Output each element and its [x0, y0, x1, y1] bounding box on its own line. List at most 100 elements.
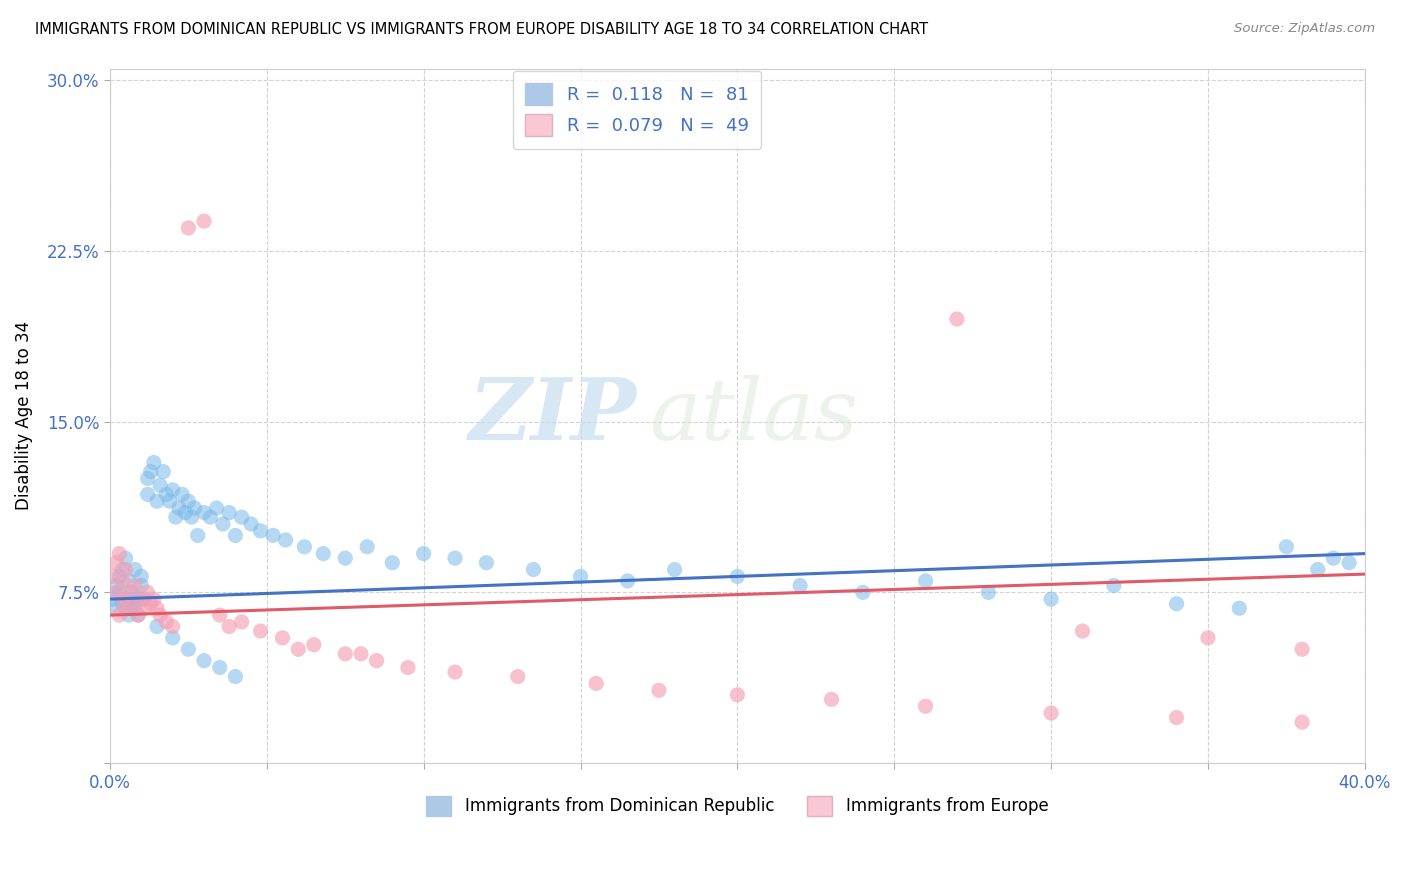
Point: [139, 465, 162, 479]
Point: [155, 487, 177, 501]
Point: [274, 533, 297, 547]
Point: [162, 619, 184, 633]
Point: [111, 597, 134, 611]
Point: [129, 592, 152, 607]
Point: [249, 624, 271, 638]
Point: [335, 647, 357, 661]
Point: [475, 556, 498, 570]
Point: [569, 569, 592, 583]
Point: [312, 547, 335, 561]
Legend: Immigrants from Dominican Republic, Immigrants from Europe: Immigrants from Dominican Republic, Immi…: [418, 788, 1057, 824]
Point: [105, 578, 128, 592]
Point: [146, 601, 169, 615]
Point: [231, 510, 253, 524]
Point: [114, 601, 136, 615]
Point: [977, 585, 1000, 599]
Point: [356, 540, 378, 554]
Point: [142, 456, 165, 470]
Point: [725, 688, 748, 702]
Point: [1291, 642, 1313, 657]
Point: [187, 528, 209, 542]
Point: [165, 510, 187, 524]
Point: [162, 631, 184, 645]
Point: [664, 563, 686, 577]
Point: [616, 574, 638, 588]
Text: Source: ZipAtlas.com: Source: ZipAtlas.com: [1234, 22, 1375, 36]
Point: [350, 647, 373, 661]
Text: ZIP: ZIP: [470, 374, 637, 458]
Point: [412, 547, 434, 561]
Point: [108, 608, 131, 623]
Point: [1227, 601, 1250, 615]
Point: [111, 592, 134, 607]
Point: [444, 551, 467, 566]
Point: [302, 638, 325, 652]
Point: [136, 585, 159, 599]
Point: [205, 501, 228, 516]
Point: [820, 692, 842, 706]
Point: [585, 676, 607, 690]
Text: IMMIGRANTS FROM DOMINICAN REPUBLIC VS IMMIGRANTS FROM EUROPE DISABILITY AGE 18 T: IMMIGRANTS FROM DOMINICAN REPUBLIC VS IM…: [35, 22, 928, 37]
Point: [114, 551, 136, 566]
Point: [1291, 715, 1313, 730]
Point: [224, 528, 246, 542]
Point: [648, 683, 671, 698]
Point: [224, 670, 246, 684]
Point: [121, 597, 143, 611]
Point: [1322, 551, 1344, 566]
Point: [1040, 592, 1063, 607]
Point: [172, 487, 194, 501]
Point: [108, 585, 131, 599]
Point: [208, 608, 231, 623]
Point: [162, 483, 184, 497]
Point: [294, 540, 316, 554]
Point: [167, 501, 190, 516]
Point: [111, 563, 134, 577]
Point: [271, 631, 294, 645]
Point: [200, 510, 222, 524]
Point: [914, 574, 936, 588]
Point: [146, 494, 169, 508]
Point: [149, 478, 172, 492]
Point: [1040, 706, 1063, 720]
Point: [114, 563, 136, 577]
Point: [1306, 563, 1329, 577]
Point: [105, 585, 128, 599]
Point: [249, 524, 271, 538]
Point: [381, 556, 404, 570]
Point: [193, 654, 215, 668]
Point: [101, 592, 124, 607]
Point: [218, 506, 240, 520]
Point: [124, 578, 146, 592]
Point: [1339, 556, 1361, 570]
Point: [287, 642, 309, 657]
Point: [136, 487, 159, 501]
Point: [180, 510, 202, 524]
Point: [136, 471, 159, 485]
Point: [1166, 710, 1188, 724]
Text: atlas: atlas: [650, 375, 859, 458]
Point: [108, 547, 131, 561]
Point: [105, 556, 128, 570]
Point: [212, 516, 235, 531]
Point: [183, 501, 205, 516]
Point: [155, 615, 177, 629]
Point: [193, 214, 215, 228]
Point: [174, 506, 197, 520]
Point: [121, 585, 143, 599]
Point: [208, 660, 231, 674]
Point: [218, 619, 240, 633]
Point: [142, 592, 165, 607]
Point: [129, 569, 152, 583]
Point: [127, 592, 149, 607]
Point: [522, 563, 544, 577]
Point: [121, 597, 143, 611]
Point: [129, 578, 152, 592]
Point: [118, 592, 141, 607]
Point: [108, 569, 131, 583]
Point: [262, 528, 284, 542]
Point: [149, 608, 172, 623]
Point: [240, 516, 263, 531]
Point: [118, 608, 141, 623]
Point: [118, 585, 141, 599]
